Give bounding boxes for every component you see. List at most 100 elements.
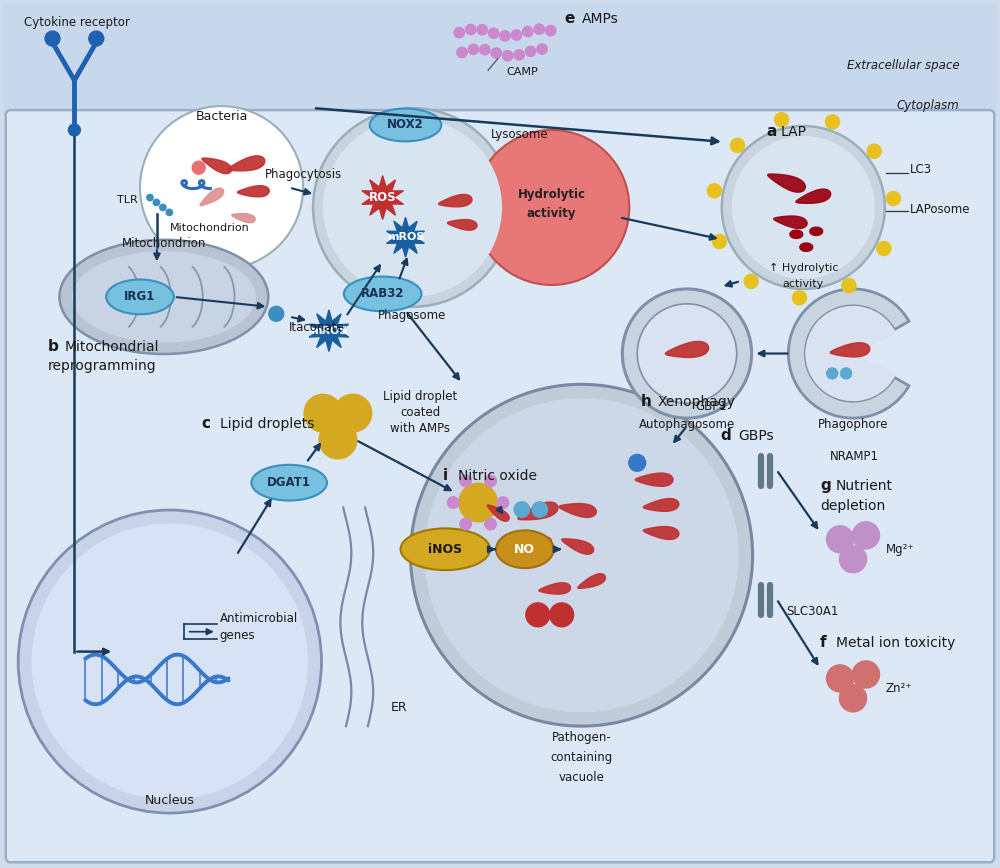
Circle shape [411, 385, 753, 727]
Text: GBP1: GBP1 [695, 400, 727, 413]
Polygon shape [232, 214, 255, 223]
Text: activity: activity [783, 279, 824, 289]
Circle shape [500, 30, 510, 41]
Circle shape [853, 661, 879, 687]
Polygon shape [635, 473, 673, 486]
Text: ER: ER [391, 701, 407, 714]
Polygon shape [238, 186, 269, 197]
Circle shape [460, 518, 471, 529]
Circle shape [532, 502, 548, 517]
Text: Lipid droplets: Lipid droplets [220, 417, 314, 431]
Polygon shape [518, 502, 558, 520]
Text: Phagosome: Phagosome [378, 309, 447, 322]
Ellipse shape [370, 108, 441, 141]
Circle shape [730, 138, 745, 153]
Text: Mg²⁺: Mg²⁺ [886, 542, 914, 556]
Circle shape [465, 24, 476, 35]
Circle shape [153, 200, 160, 206]
Ellipse shape [496, 530, 554, 569]
Polygon shape [202, 158, 232, 174]
Text: AMPs: AMPs [582, 11, 618, 26]
Text: Nitric oxide: Nitric oxide [458, 469, 537, 483]
Text: Phagocytosis: Phagocytosis [264, 168, 342, 181]
Ellipse shape [32, 523, 308, 799]
Circle shape [550, 603, 574, 627]
Text: iNOS: iNOS [428, 542, 462, 556]
Circle shape [744, 274, 758, 288]
Text: Metal ion toxicity: Metal ion toxicity [836, 635, 955, 649]
Circle shape [480, 44, 490, 55]
Polygon shape [539, 582, 571, 594]
Circle shape [457, 47, 467, 57]
Circle shape [622, 289, 752, 418]
Text: mROS: mROS [387, 233, 424, 242]
Text: g: g [820, 477, 831, 493]
Circle shape [323, 118, 502, 297]
Circle shape [853, 522, 879, 549]
Polygon shape [362, 175, 403, 220]
Text: Mitochondrion: Mitochondrion [170, 223, 250, 233]
Text: vacuole: vacuole [559, 771, 604, 784]
Text: Itaconate: Itaconate [289, 320, 345, 333]
Text: coated: coated [400, 406, 441, 419]
Polygon shape [665, 341, 709, 358]
Text: Lipid droplet: Lipid droplet [383, 391, 458, 404]
Text: Bacteria: Bacteria [195, 110, 248, 123]
Polygon shape [810, 227, 823, 235]
Circle shape [503, 50, 513, 61]
Circle shape [841, 368, 852, 378]
Circle shape [140, 106, 303, 269]
Text: NOX2: NOX2 [387, 119, 424, 131]
Text: NRAMP1: NRAMP1 [830, 450, 879, 463]
Text: containing: containing [550, 751, 613, 764]
Circle shape [842, 279, 856, 293]
Text: Mitochondrial: Mitochondrial [64, 339, 159, 353]
Text: TLR: TLR [117, 194, 138, 205]
Circle shape [732, 136, 875, 279]
Circle shape [477, 24, 487, 35]
Circle shape [160, 204, 166, 211]
Text: Nutrient: Nutrient [836, 478, 893, 493]
Text: f: f [820, 635, 827, 649]
Circle shape [534, 24, 544, 35]
Circle shape [526, 603, 550, 627]
Ellipse shape [401, 529, 490, 570]
Wedge shape [788, 289, 909, 418]
Text: Nucleus: Nucleus [145, 793, 195, 806]
Text: Zn²⁺: Zn²⁺ [886, 682, 912, 695]
Polygon shape [387, 217, 424, 257]
Polygon shape [774, 216, 807, 228]
Circle shape [166, 209, 173, 215]
Circle shape [712, 234, 727, 248]
Text: Phagophore: Phagophore [818, 418, 888, 431]
Polygon shape [800, 243, 813, 252]
Text: Xenophagy: Xenophagy [657, 395, 735, 409]
Circle shape [497, 496, 509, 509]
Text: Mitochondrion: Mitochondrion [122, 237, 206, 250]
Circle shape [827, 665, 854, 692]
FancyBboxPatch shape [3, 3, 997, 115]
Ellipse shape [18, 510, 321, 813]
Text: GBPs: GBPs [739, 429, 774, 443]
Circle shape [304, 394, 342, 432]
Text: Cytoplasm: Cytoplasm [897, 99, 959, 112]
Circle shape [537, 44, 547, 54]
Circle shape [269, 306, 284, 321]
Ellipse shape [72, 251, 256, 343]
Text: depletion: depletion [820, 498, 885, 512]
Ellipse shape [106, 279, 174, 314]
Text: LAP: LAP [780, 125, 806, 139]
Text: SLC30A1: SLC30A1 [786, 605, 839, 618]
Polygon shape [447, 220, 477, 230]
Circle shape [774, 113, 789, 127]
Circle shape [454, 28, 464, 37]
Text: CAMP: CAMP [506, 68, 538, 77]
Polygon shape [228, 156, 265, 171]
Circle shape [68, 124, 80, 136]
Circle shape [424, 398, 739, 713]
Circle shape [485, 518, 496, 529]
Polygon shape [643, 498, 679, 511]
Text: Hydrolytic: Hydrolytic [518, 187, 586, 201]
Text: Lysosome: Lysosome [491, 128, 549, 141]
Text: ROS: ROS [369, 191, 396, 204]
